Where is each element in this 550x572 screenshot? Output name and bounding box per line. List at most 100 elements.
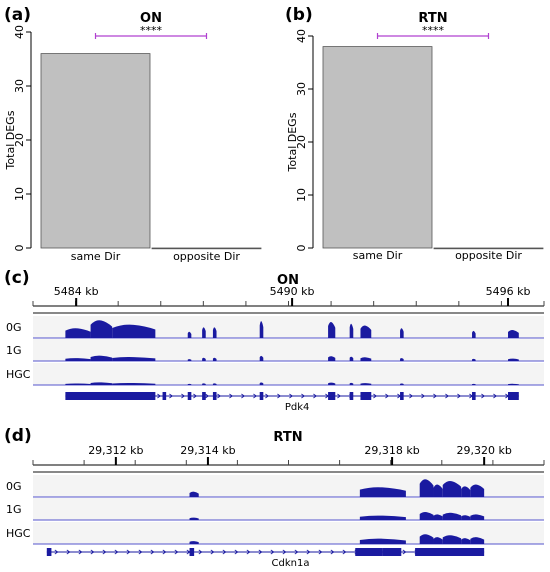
signal-peak [359,487,406,497]
signal-peak [433,537,443,544]
gene-label: Pdk4 [285,402,310,413]
track-background [33,316,544,338]
gene-strand-arrow [174,549,179,555]
significance-label: **** [140,24,163,37]
signal-peak [212,327,217,338]
x-category-label: same Dir [71,250,121,263]
y-tick-label: 30 [13,79,26,93]
y-tick-label: 40 [295,29,308,43]
y-axis-label: Total DEGs [4,110,17,170]
gene-strand-arrow [157,393,162,399]
ruler-label: 29,312 kb [88,444,143,457]
signal-peak [470,484,485,497]
y-tick-label: 20 [295,135,308,149]
track-background [33,339,544,361]
gene-strand-arrow [481,393,486,399]
signal-peak [461,486,471,497]
chart-title: RTN [418,11,447,26]
gene-exon [360,392,372,400]
ruler-label: 5496 kb [486,285,531,298]
gene-strand-arrow [409,393,414,399]
signal-peak [259,382,264,385]
signal-peak [419,511,434,520]
gene-strand-arrow [342,549,347,555]
gene-strand-arrow [385,393,390,399]
gene-strand-arrow [330,549,335,555]
ruler-label: 29,318 kb [364,444,419,457]
track-background [33,498,544,520]
signal-peak [442,512,462,520]
y-tick-label: 10 [295,188,308,202]
gene-strand-arrow [229,393,234,399]
gene-strand-arrow [277,393,282,399]
panel-letter-b: (b) [285,5,313,25]
signal-peak [349,382,354,385]
signal-peak [360,325,372,338]
track-background [33,522,544,544]
signal-peak [202,383,206,385]
signal-peak [472,358,476,361]
signal-peak [470,514,485,520]
gene-strand-arrow [433,393,438,399]
panel-letter-a: (a) [4,5,31,25]
x-category-label: same Dir [353,249,403,262]
signal-peak [90,320,113,338]
signal-peak [419,534,434,544]
gene-exon [328,392,336,400]
signal-peak [360,357,372,361]
gene-label: Cdkn1a [272,558,310,569]
gene-exon [259,392,264,400]
ruler-label: 29,314 kb [180,444,235,457]
gene-strand-arrow [337,393,342,399]
gene-strand-arrow [402,549,407,555]
panel-title: RTN [273,430,302,445]
y-tick-label: 20 [13,133,26,147]
gene-strand-arrow [301,393,306,399]
signal-peak [187,331,192,338]
gene-exon [65,392,156,400]
signal-peak [359,538,406,544]
gene-strand-arrow [193,393,198,399]
track-label-hgc: HGC [6,527,31,540]
gene-exon [349,392,354,400]
signal-peak [349,356,354,361]
panel-letter-c: (c) [4,268,30,288]
bar-chart-on: ON 0 10 20 30 40 Total DEGs same Dir opposite Di… [4,11,262,263]
gene-strand-arrow [246,549,251,555]
signal-peak [90,355,113,361]
gene-strand-arrow [90,549,95,555]
ruler-label: 29,320 kb [456,444,511,457]
x-category-label: opposite Dir [173,250,240,263]
signal-peak [112,324,156,338]
gene-strand-arrow [258,549,263,555]
gene-strand-arrow [234,549,239,555]
signal-peak [90,382,113,385]
signal-peak [259,321,264,338]
y-axis-label: Total DEGs [286,112,299,172]
track-label-0g: 0G [6,321,22,334]
y-tick-label: 0 [13,245,26,252]
gene-strand-arrow [282,549,287,555]
panel-letter-d: (d) [4,426,32,446]
bar-chart-rtn: RTN 0 10 20 30 40 Total DEGs same Dir opposite D… [286,11,544,262]
signal-peak [187,383,192,385]
signal-peak [189,541,199,544]
panel-title: ON [277,273,299,288]
gene-exon [187,392,192,400]
gene-strand-arrow [169,393,174,399]
track-background [33,363,544,385]
signal-peak [433,514,443,520]
gene-strand-arrow [150,549,155,555]
track-background [33,475,544,497]
signal-peak [212,383,217,385]
gene-strand-arrow [78,549,83,555]
signal-peak [419,479,434,497]
signal-peak [400,358,404,361]
gene-exon [472,392,476,400]
y-tick-label: 40 [13,25,26,39]
track-label-hgc: HGC [6,368,31,381]
gene-strand-arrow [306,549,311,555]
y-tick-label: 30 [295,82,308,96]
y-tick-label: 10 [13,187,26,201]
signal-peak [189,491,199,497]
